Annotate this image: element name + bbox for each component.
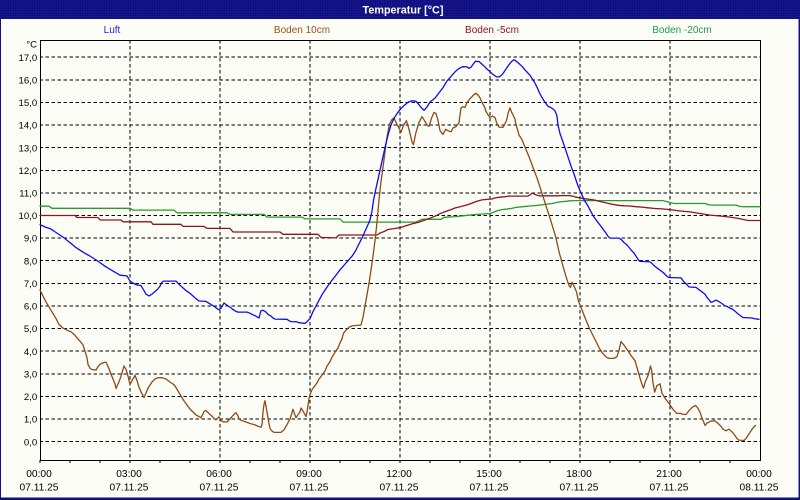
svg-text:00:00: 00:00 xyxy=(26,469,52,480)
svg-text:2,0: 2,0 xyxy=(24,392,37,403)
svg-text:Boden -5cm: Boden -5cm xyxy=(465,25,519,36)
svg-text:Luft: Luft xyxy=(104,25,121,36)
svg-text:6,0: 6,0 xyxy=(24,302,37,313)
svg-text:07.11.25: 07.11.25 xyxy=(470,483,509,494)
svg-text:9,0: 9,0 xyxy=(24,234,37,245)
svg-text:1,0: 1,0 xyxy=(24,415,37,426)
svg-text:16,0: 16,0 xyxy=(19,75,38,86)
svg-text:11,0: 11,0 xyxy=(19,189,37,200)
svg-text:07.11.25: 07.11.25 xyxy=(20,483,59,494)
svg-text:3,0: 3,0 xyxy=(24,369,37,380)
svg-text:08.11.25: 08.11.25 xyxy=(740,483,779,494)
svg-text:03:00: 03:00 xyxy=(116,469,142,480)
svg-text:07.11.25: 07.11.25 xyxy=(110,483,149,494)
svg-text:15:00: 15:00 xyxy=(476,469,502,480)
svg-text:8,0: 8,0 xyxy=(24,256,37,267)
svg-text:17,0: 17,0 xyxy=(19,53,38,64)
svg-text:07.11.25: 07.11.25 xyxy=(650,483,689,494)
svg-text:Temperatur [°C]: Temperatur [°C] xyxy=(363,5,444,17)
svg-text:12:00: 12:00 xyxy=(386,469,412,480)
svg-text:13,0: 13,0 xyxy=(19,143,38,154)
svg-text:07.11.25: 07.11.25 xyxy=(290,483,329,494)
svg-text:21:00: 21:00 xyxy=(656,469,682,480)
svg-text:07.11.25: 07.11.25 xyxy=(200,483,239,494)
svg-text:Boden -20cm: Boden -20cm xyxy=(652,25,711,36)
svg-text:06:00: 06:00 xyxy=(206,469,232,480)
svg-text:00:00: 00:00 xyxy=(746,469,772,480)
svg-text:18:00: 18:00 xyxy=(566,469,592,480)
svg-text:5,0: 5,0 xyxy=(24,324,37,335)
svg-text:0,0: 0,0 xyxy=(24,437,37,448)
svg-text:07.11.25: 07.11.25 xyxy=(380,483,419,494)
svg-text:Boden 10cm: Boden 10cm xyxy=(274,25,330,36)
svg-text:4,0: 4,0 xyxy=(24,347,37,358)
svg-text:14,0: 14,0 xyxy=(19,121,38,132)
svg-text:10,0: 10,0 xyxy=(19,211,38,222)
svg-text:7,0: 7,0 xyxy=(24,279,37,290)
svg-text:°C: °C xyxy=(26,39,37,50)
svg-text:12,0: 12,0 xyxy=(19,166,38,177)
svg-text:09:00: 09:00 xyxy=(296,469,322,480)
svg-text:15,0: 15,0 xyxy=(19,98,38,109)
svg-text:07.11.25: 07.11.25 xyxy=(560,483,599,494)
